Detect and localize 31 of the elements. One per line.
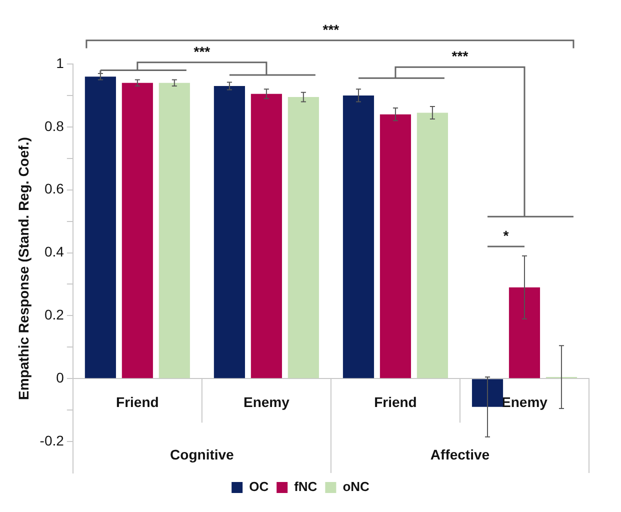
annotation: Cognitive	[170, 446, 234, 463]
bar	[342, 95, 374, 378]
annotation: Affective	[430, 446, 490, 463]
text: ***	[322, 21, 340, 38]
bar	[508, 287, 540, 378]
x-tick-label: Enemy	[243, 394, 290, 410]
y-axis-title: Empathic Response (Stand. Reg. Coef.)	[15, 137, 32, 400]
bar	[122, 82, 153, 378]
x-tick-label: Friend	[116, 394, 159, 410]
bar	[380, 114, 412, 378]
legend-label: OC	[249, 479, 270, 494]
bar	[472, 379, 504, 407]
bar	[158, 82, 190, 378]
y-tick-label: 0.6	[44, 180, 64, 197]
y-tick-label: 0	[56, 369, 64, 386]
y-tick-label: 0.4	[44, 244, 64, 260]
x-tick-label: Friend	[374, 394, 417, 410]
legend-label: fNC	[294, 479, 318, 494]
bar	[250, 94, 282, 378]
y-tick-label: -0.2	[40, 432, 64, 448]
y-tick-label: 0.2	[44, 306, 64, 323]
legend-label: oNC	[342, 479, 370, 494]
y-tick-label: 0.8	[44, 118, 64, 134]
y-tick-label: 1	[56, 54, 64, 71]
bar	[84, 76, 116, 378]
annotation: *	[503, 227, 510, 244]
text: ***	[194, 43, 211, 60]
bar	[288, 97, 319, 378]
bar	[416, 112, 448, 378]
text: ***	[452, 48, 469, 64]
bar	[214, 86, 245, 378]
